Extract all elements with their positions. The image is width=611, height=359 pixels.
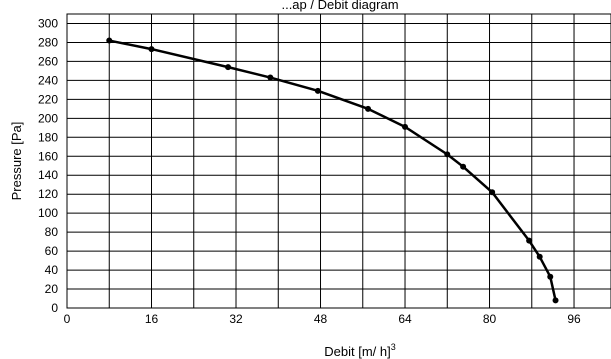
y-tick-label: 140: [38, 168, 58, 182]
data-point: [106, 37, 113, 44]
y-tick-label: 300: [38, 16, 58, 30]
data-point: [444, 151, 451, 158]
series-line: [109, 39, 557, 301]
data-point: [526, 237, 533, 244]
data-point: [489, 189, 496, 196]
y-tick-label: 180: [38, 130, 58, 144]
data-point: [536, 253, 543, 260]
y-tick-label: 280: [38, 35, 58, 49]
y-tick-label: 240: [38, 73, 58, 87]
data-point: [547, 273, 554, 280]
x-axis-title-text: Debit [m/ h]: [324, 344, 390, 359]
data-point: [365, 105, 372, 112]
data-point: [314, 87, 321, 94]
y-tick-label: 160: [38, 149, 58, 163]
y-tick-label: 220: [38, 92, 58, 106]
x-tick-label: 16: [145, 312, 159, 326]
y-tick-label: 60: [45, 244, 59, 258]
y-tick-labels: 0 20 40 60 80 100 120 140 160 180 200 220 240 260 280 3…: [38, 16, 58, 315]
data-point: [225, 64, 232, 71]
x-tick-label: 32: [229, 312, 243, 326]
y-tick-label: 40: [45, 263, 59, 277]
y-tick-label: 120: [38, 187, 58, 201]
chart-top-label: ...ap / Debit diagram: [281, 0, 398, 12]
y-tick-label: 100: [38, 206, 58, 220]
y-tick-label: 260: [38, 54, 58, 68]
x-tick-label: 96: [567, 312, 581, 326]
x-tick-label: 0: [64, 312, 71, 326]
data-point: [552, 297, 559, 304]
data-point: [148, 46, 155, 53]
plot-frame: [66, 13, 611, 309]
x-tick-label: 64: [398, 312, 412, 326]
x-tick-label: 48: [314, 312, 328, 326]
grid: [66, 14, 611, 309]
y-tick-label: 0: [51, 301, 58, 315]
data-point: [460, 163, 467, 170]
y-tick-label: 20: [45, 282, 59, 296]
series-layer: [106, 37, 559, 304]
x-axis-title-sup: 3: [391, 342, 396, 352]
y-tick-label: 200: [38, 111, 58, 125]
y-axis-title: Pressure [Pa]: [9, 122, 24, 201]
x-axis-title: Debit [m/ h]3: [324, 342, 395, 359]
data-point: [402, 123, 409, 130]
x-tick-labels: 0 16 32 48 64 80 96: [64, 312, 581, 326]
data-point: [267, 74, 274, 81]
x-tick-label: 80: [483, 312, 497, 326]
y-tick-label: 80: [45, 225, 59, 239]
